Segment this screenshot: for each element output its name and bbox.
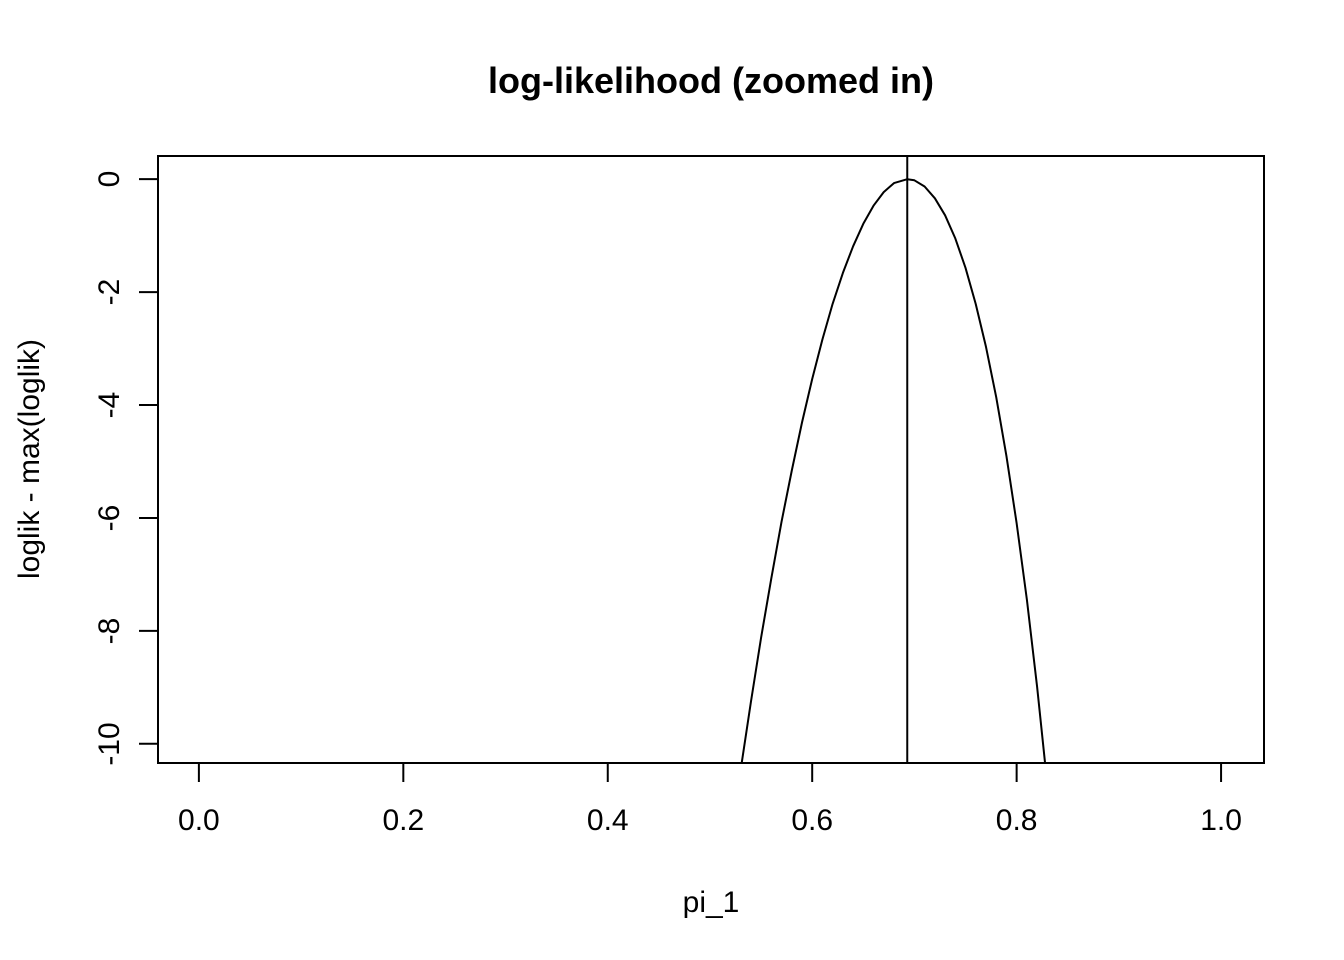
- x-axis-tick-label: 0.0: [178, 804, 220, 837]
- plot-box: [157, 155, 1265, 764]
- plot-title: log-likelihood (zoomed in): [488, 60, 934, 101]
- x-axis-label: pi_1: [682, 886, 740, 919]
- y-axis-tick-label: -6: [93, 504, 126, 532]
- x-axis-tick-label: 0.2: [382, 804, 425, 837]
- y-axis-label: loglik - max(loglik): [13, 338, 46, 580]
- x-axis-tick-label: 1.0: [1200, 804, 1242, 837]
- y-axis-tick-label: 0: [93, 170, 126, 188]
- y-axis-tick-label: -8: [93, 617, 126, 645]
- y-axis-tick-label: -10: [93, 722, 126, 766]
- y-axis-tick-label: -4: [93, 391, 126, 419]
- x-axis-tick-label: 0.4: [586, 804, 629, 837]
- x-axis-tick-label: 0.8: [995, 804, 1038, 837]
- likelihood-curve: [740, 178, 1047, 763]
- y-axis-tick-label: -2: [93, 278, 126, 306]
- x-axis-tick-label: 0.6: [791, 804, 834, 837]
